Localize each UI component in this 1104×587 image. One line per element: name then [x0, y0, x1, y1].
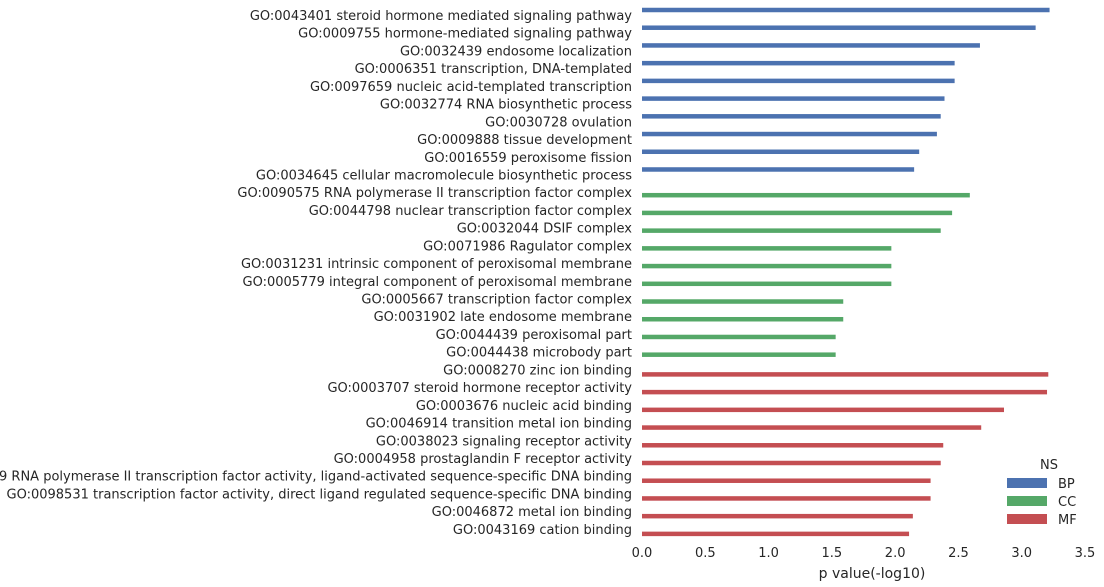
legend-title: NS: [1040, 458, 1058, 473]
x-tick-label: 3.5: [1075, 546, 1096, 561]
bar-mf: [642, 407, 1004, 413]
x-tick-label: 0.5: [695, 546, 716, 561]
x-tick-label: 0.0: [632, 546, 653, 561]
category-label: GO:0097659 nucleic acid-templated transc…: [310, 80, 632, 95]
category-label: GO:0034645 cellular macromolecule biosyn…: [256, 168, 632, 183]
category-label: GO:0044439 peroxisomal part: [436, 328, 632, 343]
bar-bp: [642, 7, 1050, 13]
bar-bp: [642, 96, 945, 101]
bar-cc: [642, 316, 844, 322]
legend-label-bp: BP: [1058, 477, 1075, 492]
category-label: GO:0044798 nuclear transcription factor …: [309, 204, 633, 219]
bar-cc: [642, 246, 892, 251]
bar-cc: [642, 352, 836, 357]
category-label: GO:0046914 transition metal ion binding: [366, 417, 632, 432]
category-label: GO:0030728 ovulation: [485, 115, 632, 130]
category-label: GO:0043401 steroid hormone mediated sign…: [250, 9, 632, 24]
bar-bp: [642, 60, 955, 66]
category-label: GO:0008270 zinc ion binding: [443, 363, 632, 378]
category-label: GO:0004879 RNA polymerase II transcripti…: [0, 470, 632, 485]
bar-mf: [642, 389, 1048, 395]
x-tick-label: 1.0: [758, 546, 779, 561]
category-label: GO:0003676 nucleic acid binding: [416, 399, 632, 414]
category-label: GO:0032439 endosome localization: [400, 44, 632, 59]
category-label: GO:0031231 intrinsic component of peroxi…: [241, 257, 632, 272]
bar-mf: [642, 496, 931, 501]
legend-swatch-cc: [1007, 496, 1047, 506]
category-label: GO:0071986 Ragulator complex: [423, 239, 632, 254]
legend-swatch-mf: [1007, 514, 1047, 524]
category-label: GO:0032044 DSIF complex: [457, 222, 633, 237]
category-label: GO:0090575 RNA polymerase II transcripti…: [237, 186, 632, 201]
bar-bp: [642, 114, 941, 119]
bar-cc: [642, 192, 970, 198]
bar-mf: [642, 425, 982, 430]
bar-bp: [642, 25, 1036, 30]
category-label: GO:0009755 hormone-mediated signaling pa…: [298, 27, 632, 42]
bar-cc: [642, 299, 844, 304]
category-label: GO:0031902 late endosome membrane: [374, 310, 632, 325]
category-label: GO:0046872 metal ion binding: [432, 505, 632, 520]
bar-mf: [642, 372, 1049, 377]
category-label: GO:0006351 transcription, DNA-templated: [355, 62, 632, 77]
x-tick-label: 2.0: [885, 546, 906, 561]
x-tick-label: 2.5: [948, 546, 969, 561]
category-label: GO:0009888 tissue development: [417, 133, 632, 148]
category-label: GO:0098531 transcription factor activity…: [7, 487, 632, 502]
bar-cc: [642, 281, 892, 287]
category-label: GO:0005667 transcription factor complex: [361, 293, 632, 308]
bar-cc: [642, 228, 941, 233]
category-label: GO:0005779 integral component of peroxis…: [243, 275, 632, 290]
x-tick-label: 1.5: [822, 546, 843, 561]
x-tick-label: 3.0: [1011, 546, 1032, 561]
category-label: GO:0004958 prostaglandin F receptor acti…: [334, 452, 633, 467]
bar-mf: [642, 460, 941, 466]
category-label: GO:0032774 RNA biosynthetic process: [380, 98, 632, 113]
bar-bp: [642, 131, 937, 137]
bar-bp: [642, 167, 915, 172]
bar-cc: [642, 210, 953, 216]
category-label: GO:0003707 steroid hormone receptor acti…: [327, 381, 632, 396]
bar-bp: [642, 78, 955, 84]
category-label: GO:0043169 cation binding: [453, 523, 632, 538]
legend-swatch-bp: [1007, 478, 1047, 488]
category-labels: GO:0043401 steroid hormone mediated sign…: [0, 9, 632, 538]
bar-bp: [642, 149, 920, 155]
legend-label-cc: CC: [1058, 495, 1076, 510]
bar-mf: [642, 443, 944, 448]
bar-cc: [642, 334, 836, 340]
x-axis-label: p value(-log10): [819, 566, 926, 582]
bar-mf: [642, 478, 931, 483]
legend-label-mf: MF: [1058, 513, 1077, 528]
legend: NS BP CC MF: [1007, 458, 1077, 528]
bar-bp: [642, 43, 980, 48]
bar-mf: [642, 513, 913, 519]
bar-mf: [642, 531, 910, 537]
category-label: GO:0038023 signaling receptor activity: [376, 434, 632, 449]
bar-cc: [642, 263, 892, 269]
bars-group: [642, 7, 1050, 537]
category-label: GO:0016559 peroxisome fission: [424, 151, 632, 166]
x-axis-ticks: 0.0 0.5 1.0 1.5 2.0 2.5 3.0 3.5: [632, 546, 1096, 561]
category-label: GO:0044438 microbody part: [446, 346, 632, 361]
